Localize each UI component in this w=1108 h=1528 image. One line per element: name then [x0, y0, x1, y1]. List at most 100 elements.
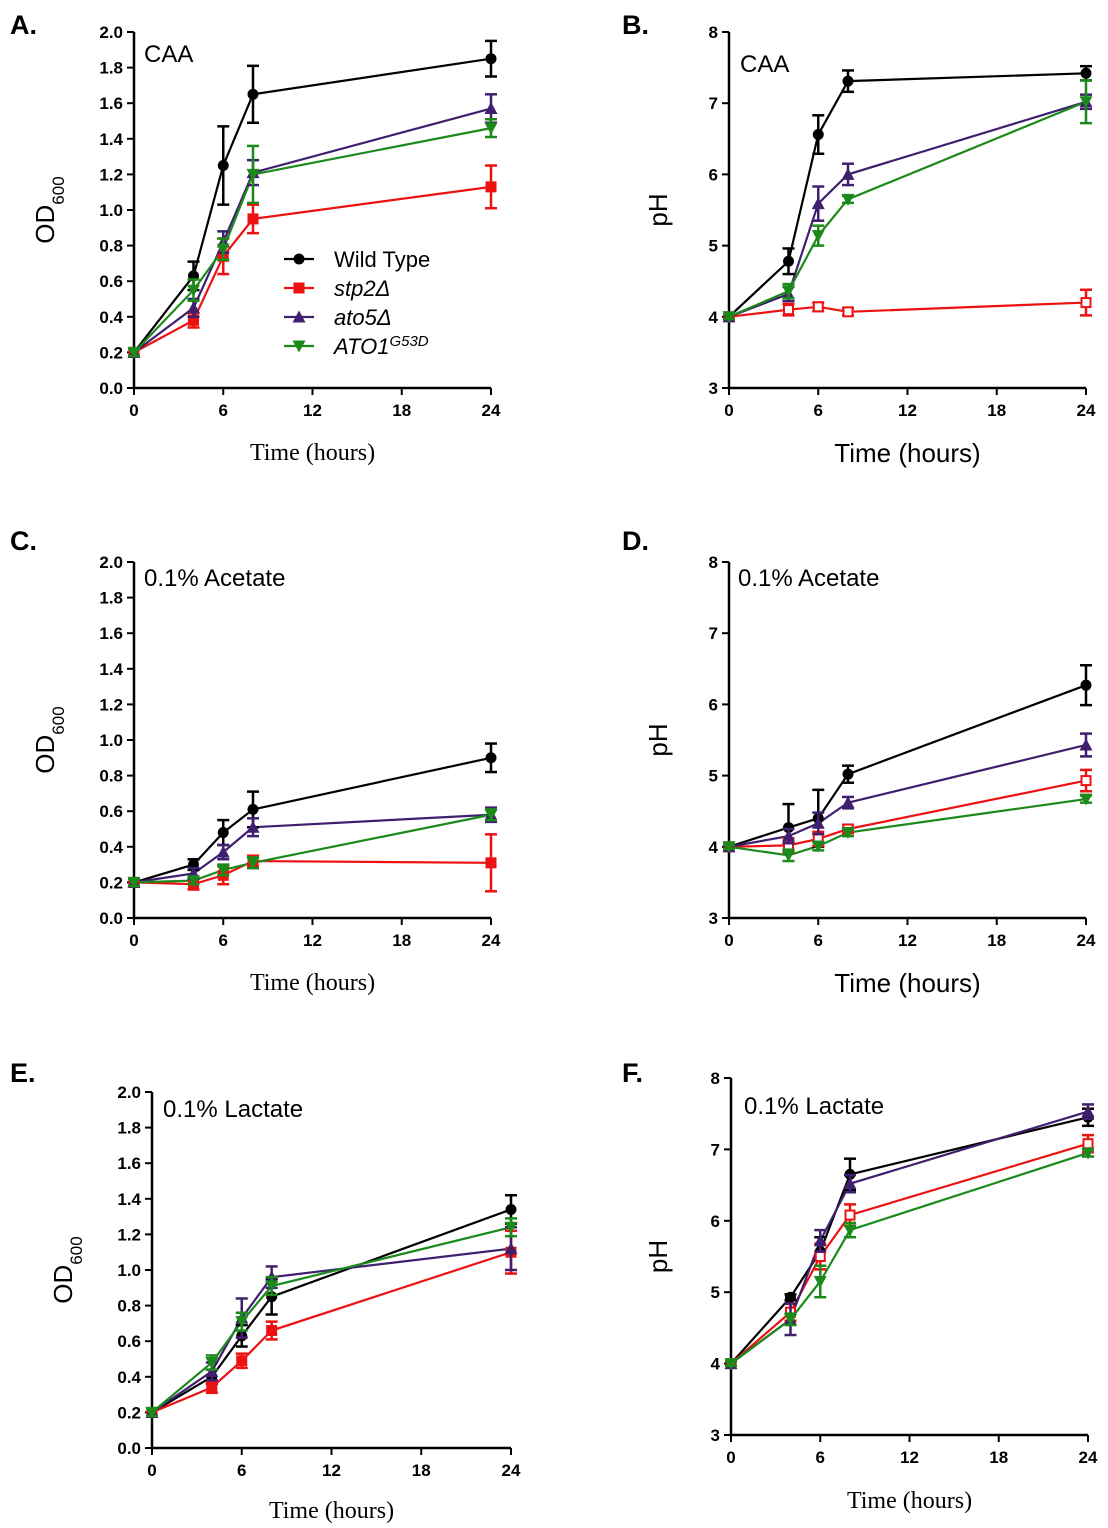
- data-point: [1080, 67, 1092, 79]
- series-line: [728, 72, 1087, 318]
- y-tick-label: 1.2: [99, 165, 123, 184]
- series-line: [151, 1247, 512, 1414]
- data-point: [145, 1406, 159, 1419]
- y-tick-label: 0.0: [99, 379, 123, 398]
- data-point: [247, 88, 259, 100]
- panel-letter: A.: [10, 10, 37, 40]
- x-axis-label: Time (hours): [834, 968, 980, 998]
- x-tick-label: 0: [724, 401, 733, 420]
- y-tick-label: 0.2: [117, 1403, 141, 1422]
- y-tick-label: 1.0: [99, 201, 123, 220]
- data-point: [247, 213, 259, 225]
- y-tick-label: 0.4: [117, 1368, 141, 1387]
- data-point: [205, 1364, 219, 1377]
- data-point: [1080, 775, 1092, 787]
- x-tick-label: 24: [1079, 1448, 1098, 1467]
- data-point: [485, 181, 497, 193]
- y-tick-label: 3: [709, 379, 718, 398]
- data-point: [217, 827, 229, 839]
- x-tick-label: 12: [898, 931, 917, 950]
- legend-entry: Wild Type: [284, 247, 430, 272]
- data-point: [843, 1224, 857, 1237]
- x-tick-label: 24: [1077, 931, 1096, 950]
- data-point: [783, 304, 794, 316]
- data-point: [844, 1209, 856, 1221]
- data-point: [812, 301, 824, 313]
- legend: Wild Type stp2Δ ato5Δ ATO1G53D: [284, 247, 430, 359]
- y-tick-label: 1.2: [99, 695, 123, 714]
- data-point: [216, 864, 230, 877]
- x-axis-label: Time (hours): [250, 970, 375, 996]
- y-tick-label: 6: [709, 695, 718, 714]
- y-tick-label: 8: [709, 553, 718, 572]
- legend-label: ato5Δ: [334, 305, 392, 330]
- legend-marker: [292, 310, 306, 323]
- y-tick-label: 7: [709, 624, 718, 643]
- data-point: [246, 168, 260, 181]
- panel-letter: D.: [622, 526, 649, 556]
- x-tick-label: 12: [900, 1448, 919, 1467]
- data-point: [188, 314, 199, 326]
- data-point: [842, 306, 854, 318]
- data-point: [843, 1177, 857, 1190]
- y-tick-label: 0.8: [117, 1297, 141, 1316]
- data-point: [504, 1221, 518, 1234]
- y-tick-label: 1.6: [99, 94, 123, 113]
- chart-panel-f: F. 3 4 5 6 7 8 0 6 12 18 24 Time (hours) pH 0.1% Lacta…: [622, 1058, 1098, 1514]
- y-tick-label: 1.8: [99, 589, 123, 608]
- y-tick-label: 0.6: [99, 272, 123, 291]
- y-tick-label: 0.8: [99, 767, 123, 786]
- x-tick-label: 18: [392, 931, 411, 950]
- data-point: [782, 285, 795, 298]
- chart-panel-d: D. 3 4 5 6 7 8 0 6 12 18 24 Time (hours) pH 0.1% Aceta…: [622, 526, 1096, 998]
- data-point: [247, 803, 259, 815]
- condition-label: 0.1% Lactate: [163, 1096, 303, 1123]
- panel-letter: E.: [10, 1058, 36, 1088]
- condition-label: 0.1% Acetate: [144, 565, 285, 592]
- data-point: [842, 75, 854, 87]
- data-point: [841, 193, 855, 206]
- data-point: [484, 809, 498, 822]
- x-axis-label: Time (hours): [250, 440, 375, 466]
- legend-marker: [293, 282, 305, 294]
- x-tick-label: 12: [322, 1461, 341, 1480]
- data-point: [811, 197, 825, 210]
- y-tick-label: 0.2: [99, 873, 123, 892]
- data-point: [485, 53, 497, 65]
- y-axis-label: OD600: [30, 176, 68, 243]
- data-point: [187, 284, 200, 297]
- legend-entry: ATO1G53D: [284, 333, 429, 359]
- data-point: [265, 1280, 279, 1293]
- y-tick-label: 1.6: [99, 624, 123, 643]
- y-tick-label: 7: [709, 94, 718, 113]
- y-axis-label: pH: [643, 1240, 673, 1273]
- series-line: [133, 57, 492, 354]
- y-tick-label: 2.0: [99, 23, 123, 42]
- x-tick-label: 0: [129, 401, 138, 420]
- x-tick-label: 12: [898, 401, 917, 420]
- x-tick-label: 6: [237, 1461, 246, 1480]
- data-point: [811, 230, 825, 243]
- data-point: [504, 1242, 518, 1255]
- data-point: [236, 1355, 248, 1367]
- y-tick-label: 0.6: [117, 1332, 141, 1351]
- data-point: [484, 122, 498, 135]
- chart-panel-b: B. 3 4 5 6 7 8 0 6 12 18 24 Time (hours) pH CAA: [622, 10, 1096, 468]
- y-tick-label: 6: [709, 165, 718, 184]
- x-tick-label: 6: [814, 931, 823, 950]
- y-tick-label: 4: [711, 1355, 721, 1374]
- x-tick-label: 12: [303, 401, 322, 420]
- x-tick-label: 0: [129, 931, 138, 950]
- condition-label: 0.1% Lactate: [744, 1093, 884, 1120]
- data-point: [127, 346, 141, 359]
- panel-letter: C.: [10, 526, 37, 556]
- data-point: [1081, 1147, 1095, 1160]
- data-point: [216, 243, 230, 256]
- data-point: [1081, 1105, 1095, 1118]
- data-point: [266, 1325, 278, 1337]
- legend-marker: [293, 253, 305, 265]
- y-tick-label: 1.0: [99, 731, 123, 750]
- y-tick-label: 0.4: [99, 838, 123, 857]
- x-axis-label: Time (hours): [269, 1498, 394, 1524]
